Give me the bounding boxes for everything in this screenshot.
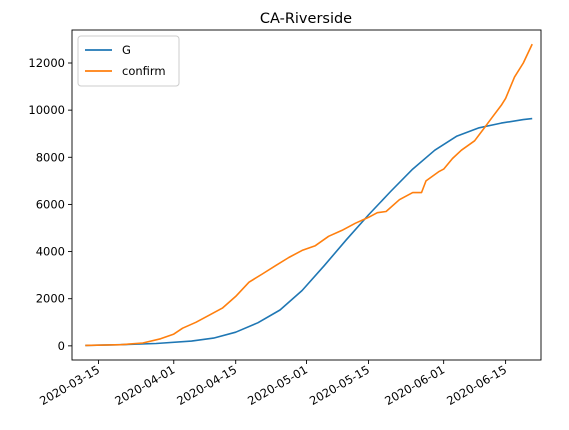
series-line-G: [85, 117, 533, 347]
y-tick-label: 6000: [36, 197, 65, 211]
x-tick-label: 2020-05-01: [245, 362, 310, 408]
legend-label-confirm: confirm: [122, 64, 166, 78]
y-tick-label: 10000: [28, 103, 65, 117]
y-tick-label: 12000: [28, 56, 65, 70]
chart-title: CA-Riverside: [260, 11, 352, 27]
series-layer: [85, 43, 533, 347]
x-tick-label: 2020-04-01: [112, 362, 177, 408]
y-tick-label: 8000: [36, 150, 65, 164]
x-tick-label: 2020-06-15: [444, 362, 509, 408]
legend-label-G: G: [122, 43, 131, 57]
y-tick-label: 0: [58, 339, 65, 353]
x-tick-label: 2020-04-15: [174, 362, 239, 408]
y-tick-label: 2000: [36, 292, 65, 306]
series-line-confirm: [85, 43, 533, 347]
y-tick-label: 4000: [36, 245, 65, 259]
y-axis: 0 2000 4000 6000 8000 10000 12000: [28, 56, 72, 353]
x-tick-label: 2020-06-01: [382, 362, 447, 408]
x-tick-label: 2020-03-15: [37, 362, 102, 408]
x-tick-label: 2020-05-15: [307, 362, 372, 408]
legend-box: [77, 35, 180, 87]
